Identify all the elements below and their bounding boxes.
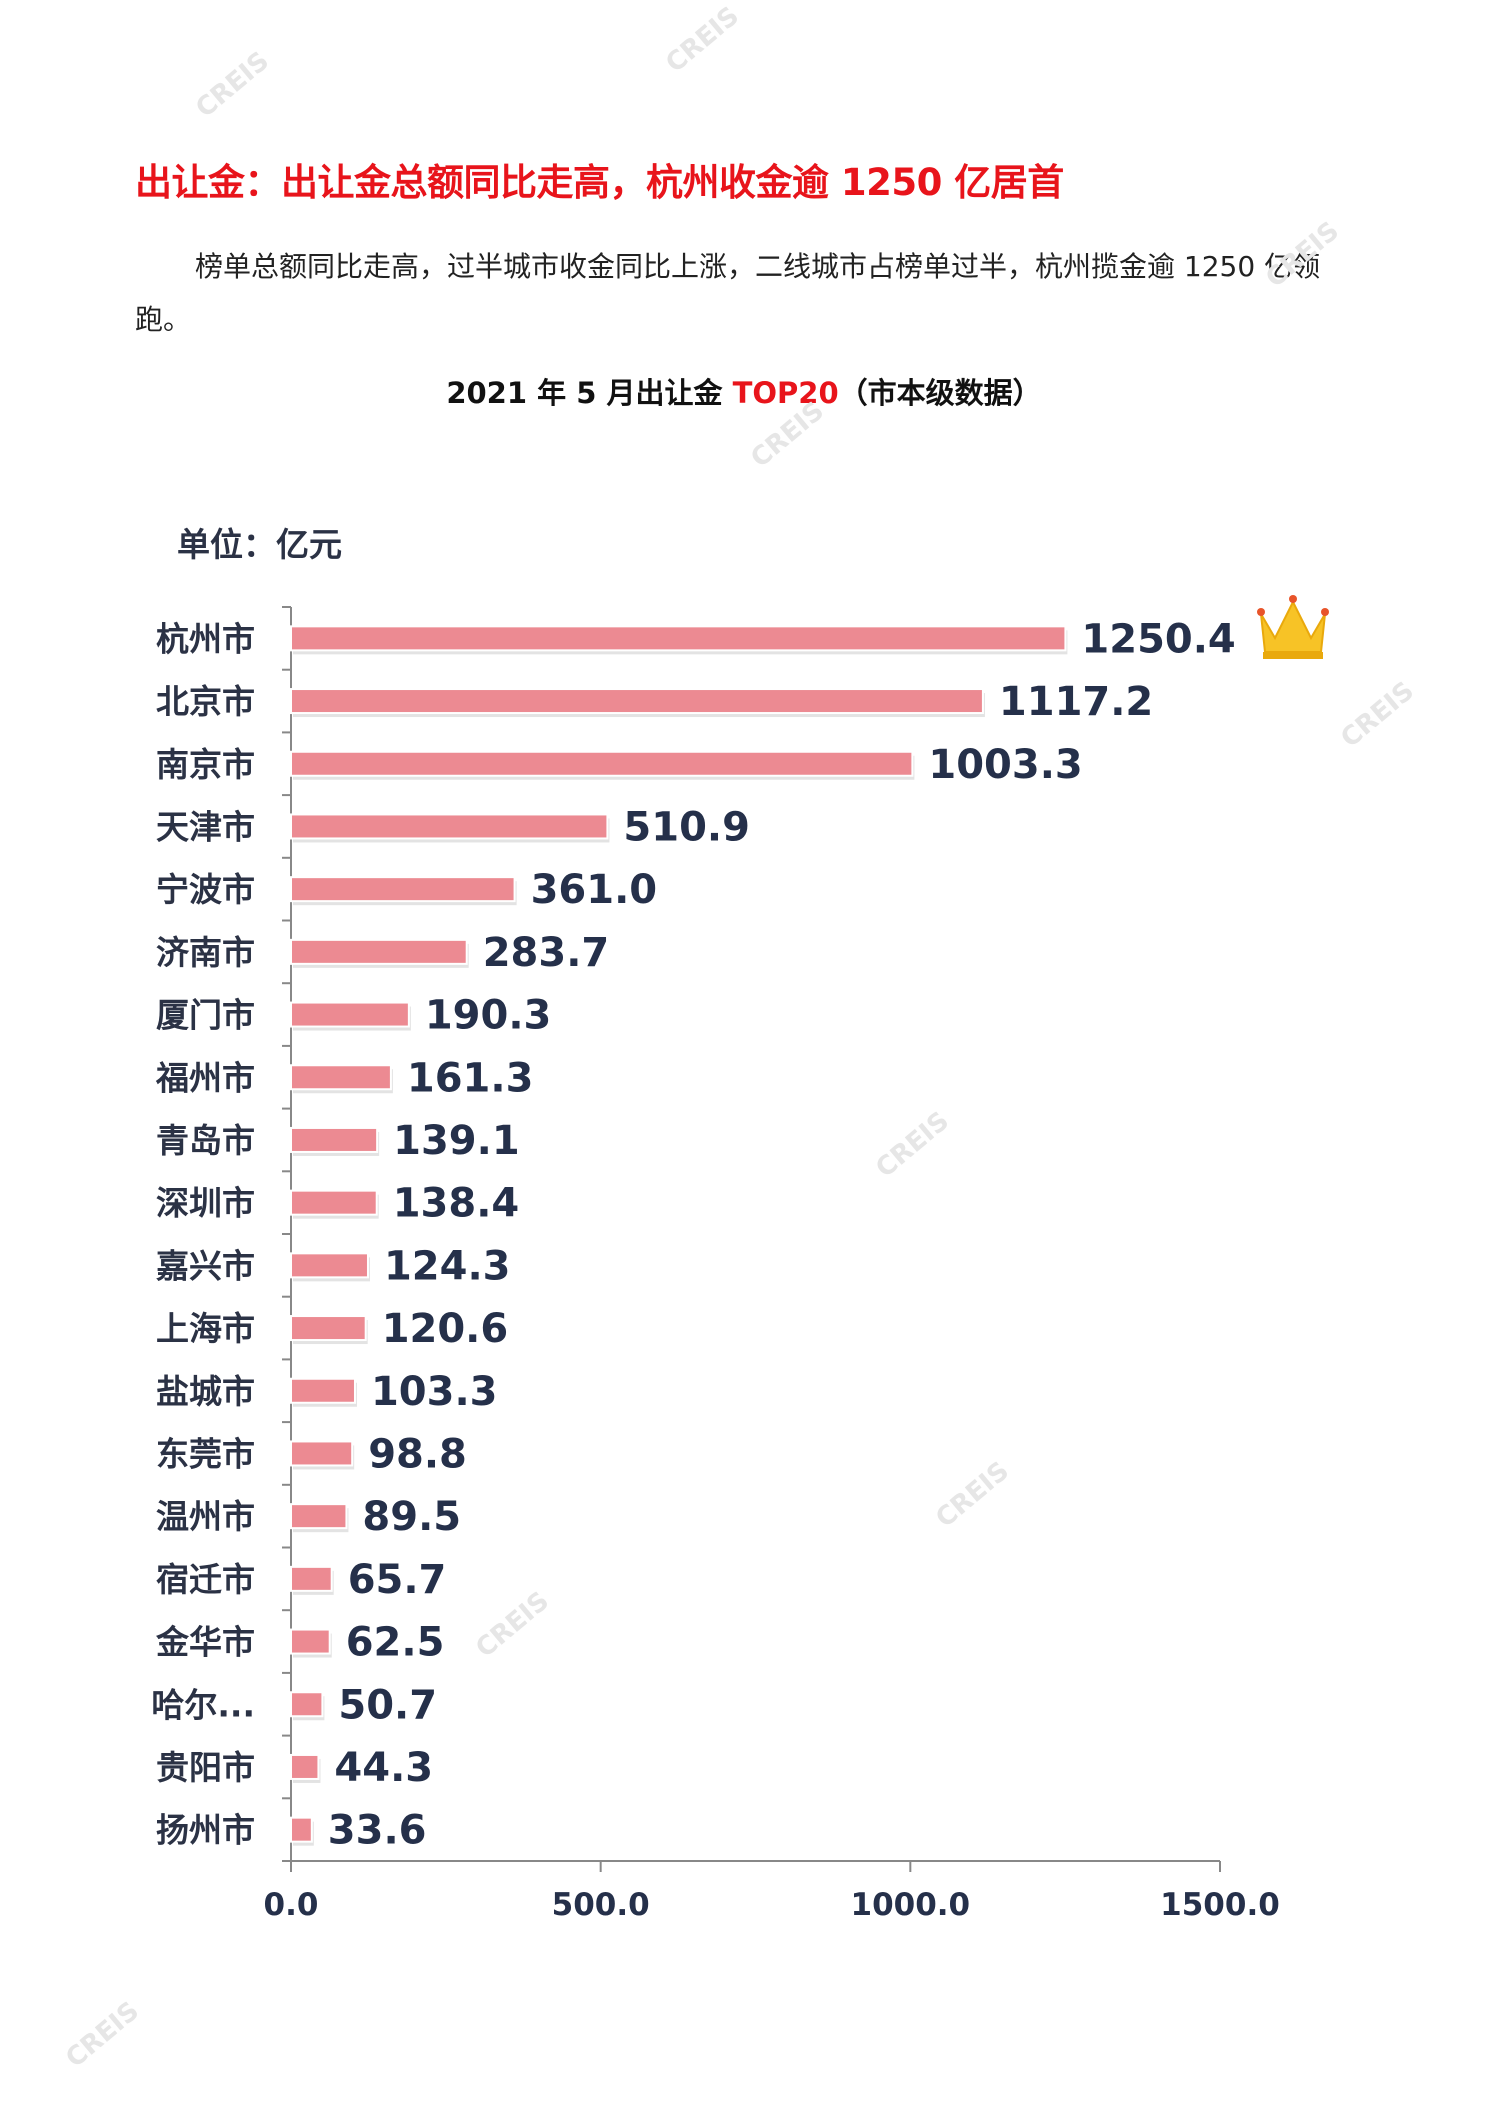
- value-label: 120.6: [382, 1306, 509, 1352]
- bar: [290, 938, 468, 965]
- value-label: 1250.4: [1081, 616, 1235, 662]
- bar: [290, 1691, 324, 1718]
- category-label: 济南市: [156, 933, 255, 972]
- bar: [290, 1252, 369, 1279]
- category-label: 福州市: [155, 1058, 255, 1097]
- category-label: 厦门市: [156, 996, 255, 1035]
- section-heading: 出让金：出让金总额同比走高，杭州收金逾 1250 亿居首: [135, 161, 1064, 204]
- x-tick-label: 1000.0: [851, 1887, 971, 1923]
- value-label: 33.6: [328, 1808, 427, 1854]
- bar: [290, 813, 609, 840]
- value-label: 138.4: [393, 1181, 520, 1227]
- value-label: 139.1: [393, 1118, 520, 1164]
- value-label: 50.7: [338, 1682, 437, 1728]
- bar: [290, 1503, 348, 1530]
- value-label: 161.3: [407, 1055, 534, 1101]
- chart-title-suffix: （市本级数据）: [838, 376, 1042, 410]
- value-label: 190.3: [425, 993, 552, 1039]
- bar: [290, 1753, 320, 1780]
- chart-title: 2021 年 5 月出让金 TOP20（市本级数据）: [0, 370, 1488, 412]
- bar: [290, 1816, 313, 1843]
- value-label: 1003.3: [928, 742, 1082, 788]
- category-label: 青岛市: [156, 1121, 255, 1160]
- bar: [290, 1315, 367, 1342]
- category-label: 天津市: [156, 807, 255, 846]
- category-label: 杭州市: [156, 619, 255, 658]
- bar: [290, 1064, 392, 1091]
- value-label: 510.9: [623, 804, 750, 850]
- category-label: 温州市: [156, 1497, 255, 1536]
- value-label: 103.3: [371, 1369, 498, 1415]
- category-label: 深圳市: [156, 1184, 255, 1223]
- bar: [290, 1628, 331, 1655]
- category-label: 上海市: [156, 1309, 255, 1348]
- x-tick-label: 500.0: [552, 1887, 650, 1923]
- value-label: 361.0: [531, 867, 658, 913]
- chart-title-highlight: TOP20: [732, 376, 839, 410]
- value-label: 89.5: [362, 1494, 461, 1540]
- value-label: 62.5: [346, 1620, 445, 1666]
- bar: [290, 750, 914, 777]
- chart-title-prefix: 2021 年 5 月出让金: [446, 376, 733, 410]
- bar: [290, 688, 984, 715]
- bar: [290, 1565, 333, 1592]
- summary-paragraph: 榜单总额同比走高，过半城市收金同比上涨，二线城市占榜单过半，杭州揽金逾 1250…: [135, 250, 1321, 336]
- category-label: 扬州市: [156, 1811, 255, 1850]
- bar: [290, 876, 516, 903]
- value-label: 283.7: [483, 930, 610, 976]
- value-label: 65.7: [348, 1557, 447, 1603]
- crown-icon: [1257, 595, 1329, 659]
- x-tick-label: 0.0: [264, 1887, 319, 1923]
- category-label: 北京市: [156, 682, 255, 721]
- bar: [290, 1377, 356, 1404]
- category-label: 贵阳市: [156, 1748, 255, 1787]
- category-label: 南京市: [156, 745, 255, 784]
- value-label: 1117.2: [999, 679, 1153, 725]
- bar: [290, 1440, 354, 1467]
- value-label: 98.8: [368, 1431, 467, 1477]
- bar: [290, 1001, 410, 1028]
- category-label: 金华市: [155, 1623, 255, 1662]
- unit-label: 单位：亿元: [177, 525, 342, 564]
- category-label: 哈尔...: [151, 1685, 255, 1724]
- x-tick-label: 1500.0: [1160, 1887, 1280, 1923]
- bar: [290, 1189, 378, 1216]
- category-label: 嘉兴市: [156, 1246, 255, 1285]
- bar: [290, 625, 1067, 652]
- category-label: 宿迁市: [156, 1560, 255, 1599]
- category-label: 东莞市: [156, 1434, 255, 1473]
- value-label: 44.3: [334, 1745, 433, 1791]
- value-label: 124.3: [384, 1243, 511, 1289]
- category-label: 宁波市: [156, 870, 255, 909]
- bar: [290, 1126, 379, 1153]
- category-label: 盐城市: [156, 1372, 255, 1411]
